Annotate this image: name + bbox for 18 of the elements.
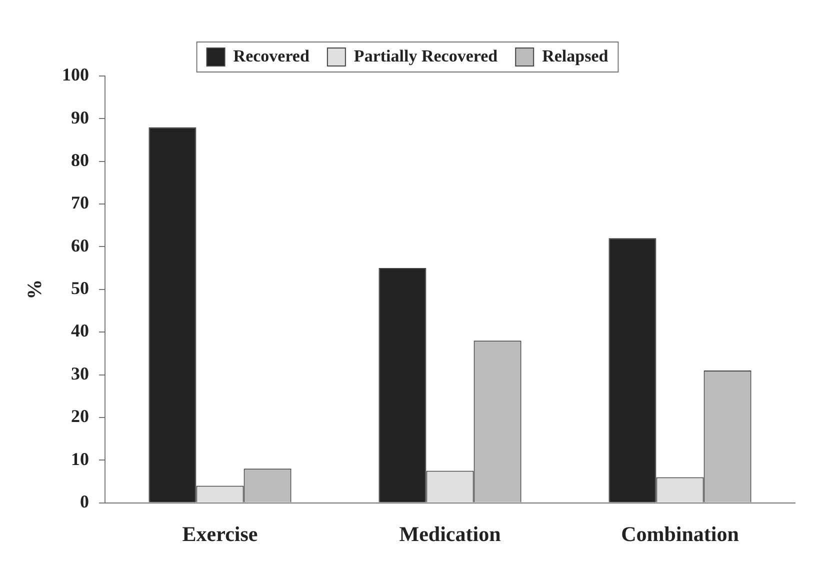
y-tick-label: 90 — [71, 107, 89, 128]
y-tick-label: 80 — [71, 150, 89, 170]
y-axis-title: % — [24, 279, 46, 300]
y-tick-label: 60 — [71, 235, 89, 256]
y-tick-label: 50 — [71, 278, 89, 298]
legend-label: Partially Recovered — [354, 46, 498, 66]
legend-label: Recovered — [233, 46, 310, 66]
y-tick-label: 10 — [71, 448, 89, 469]
x-tick-label: Exercise — [182, 522, 258, 546]
legend-label: Relapsed — [542, 46, 609, 66]
y-tick-label: 20 — [71, 406, 89, 426]
y-tick-label: 40 — [71, 320, 89, 341]
x-tick-label: Combination — [621, 522, 740, 546]
x-tick-label: Medication — [399, 522, 502, 546]
y-tick-label: 70 — [71, 192, 89, 213]
y-tick-label: 0 — [80, 491, 89, 512]
y-tick-label: 100 — [62, 64, 89, 85]
y-tick-label: 30 — [71, 363, 89, 384]
